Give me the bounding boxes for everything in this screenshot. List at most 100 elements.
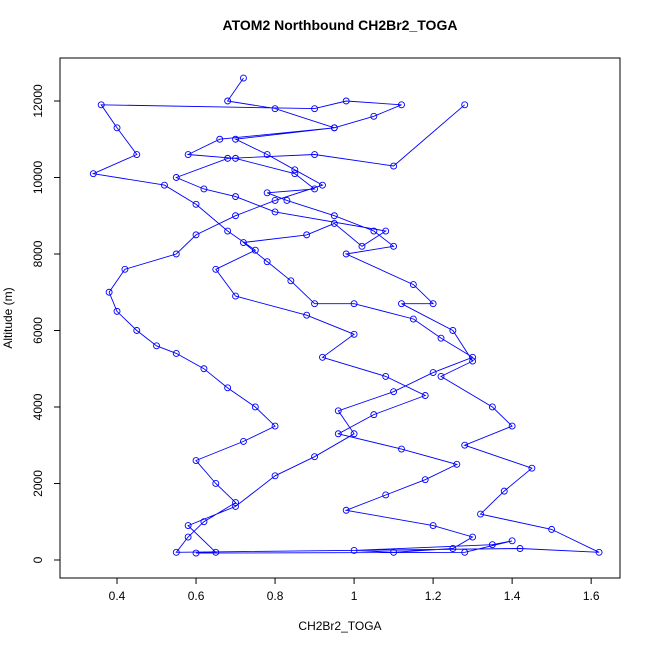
data-point	[334, 430, 342, 438]
y-tick-label: 8000	[31, 240, 45, 267]
data-point	[232, 292, 240, 300]
data-point	[251, 246, 259, 254]
data-point	[172, 548, 180, 556]
data-point	[350, 546, 358, 554]
data-point	[133, 327, 141, 334]
x-tick-label: 1.6	[583, 589, 600, 603]
data-point	[469, 353, 477, 361]
x-tick-label: 1.4	[504, 589, 521, 603]
data-point	[172, 250, 180, 258]
data-point	[153, 342, 160, 350]
data-point	[342, 97, 350, 105]
data-point	[311, 300, 319, 308]
data-point	[291, 170, 299, 178]
data-point	[350, 430, 358, 438]
data-point	[192, 231, 200, 239]
x-tick-label: 0.8	[267, 589, 284, 603]
data-point	[311, 185, 319, 193]
data-point	[477, 510, 484, 518]
data-point	[548, 525, 556, 533]
data-point	[263, 189, 271, 197]
data-point	[370, 227, 378, 235]
data-point	[97, 101, 105, 109]
data-point	[271, 208, 279, 216]
data-point	[390, 162, 398, 170]
data-point	[488, 403, 496, 411]
data-point	[488, 541, 496, 549]
y-axis-label: Altitude (m)	[1, 287, 15, 348]
data-point	[232, 135, 240, 143]
x-tick-label: 1	[351, 589, 358, 603]
data-point	[184, 522, 192, 530]
data-point	[192, 200, 200, 208]
data-point	[429, 300, 437, 308]
data-point	[192, 549, 200, 557]
data-point	[461, 441, 469, 449]
data-point	[224, 97, 232, 105]
data-point	[500, 487, 508, 495]
data-point	[232, 499, 240, 507]
data-point	[334, 407, 342, 415]
data-point	[437, 372, 445, 380]
data-point	[113, 124, 121, 132]
data-point	[382, 227, 390, 235]
data-point	[330, 219, 338, 227]
data-point	[390, 548, 398, 556]
data-point	[398, 300, 405, 308]
y-tick-label: 2000	[31, 470, 45, 497]
data-point	[469, 357, 477, 365]
data-point	[461, 548, 469, 556]
data-point	[224, 384, 232, 392]
data-point	[508, 422, 516, 430]
data-point	[89, 170, 97, 178]
data-point	[271, 422, 279, 430]
data-point	[330, 124, 338, 132]
x-tick-label: 1.2	[425, 589, 442, 603]
data-point	[271, 472, 279, 480]
data-point	[350, 330, 358, 338]
data-point	[263, 151, 271, 158]
data-line	[91, 77, 600, 554]
data-point	[303, 311, 311, 319]
data-point	[212, 548, 220, 556]
data-point	[224, 154, 232, 162]
data-point	[271, 196, 279, 204]
data-point	[421, 476, 429, 484]
x-axis-label: CH2Br2_TOGA	[298, 619, 381, 633]
data-point	[516, 545, 524, 552]
data-point	[160, 181, 168, 189]
data-point	[382, 491, 390, 499]
data-point	[342, 250, 350, 258]
data-point	[461, 101, 469, 109]
data-point	[232, 502, 240, 510]
x-tick-label: 0.6	[188, 589, 205, 603]
data-point	[437, 334, 445, 342]
data-point	[133, 151, 141, 158]
y-tick-label: 4000	[31, 393, 45, 420]
data-point	[390, 242, 398, 250]
data-point	[303, 231, 311, 239]
data-point	[421, 392, 429, 399]
data-point	[200, 365, 208, 373]
plot-frame	[59, 57, 621, 579]
data-point	[311, 151, 319, 158]
data-point	[184, 533, 192, 541]
data-point	[240, 239, 247, 246]
data-point	[113, 307, 121, 315]
data-point	[358, 242, 366, 250]
data-point	[370, 411, 378, 419]
data-point	[595, 548, 603, 556]
data-point	[398, 101, 405, 109]
y-tick-label: 6000	[31, 317, 45, 344]
chart-title: ATOM2 Northbound CH2Br2_TOGA	[223, 17, 458, 33]
data-point	[224, 227, 232, 235]
data-point	[390, 388, 398, 396]
data-point	[240, 74, 247, 82]
data-point	[172, 349, 180, 357]
data-point	[184, 151, 192, 158]
data-point	[453, 460, 461, 468]
data-point	[449, 545, 457, 552]
data-point	[263, 258, 271, 266]
data-point	[319, 181, 326, 189]
data-point	[429, 369, 437, 377]
